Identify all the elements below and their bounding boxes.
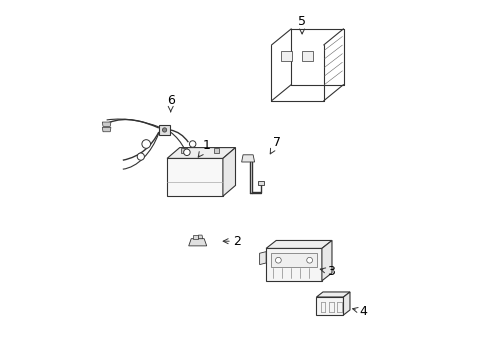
Polygon shape	[321, 240, 331, 281]
Circle shape	[306, 257, 312, 263]
Polygon shape	[167, 158, 223, 196]
Polygon shape	[280, 51, 292, 60]
Polygon shape	[213, 148, 219, 153]
Polygon shape	[265, 240, 331, 248]
Polygon shape	[102, 127, 111, 132]
Polygon shape	[188, 239, 206, 246]
Polygon shape	[259, 252, 265, 265]
Polygon shape	[159, 125, 170, 135]
Text: 6: 6	[166, 94, 174, 112]
Text: 3: 3	[320, 265, 334, 278]
Text: 5: 5	[298, 15, 305, 34]
Polygon shape	[102, 122, 111, 126]
Text: 4: 4	[352, 305, 366, 318]
Circle shape	[189, 141, 196, 147]
Polygon shape	[301, 51, 313, 60]
Polygon shape	[316, 292, 349, 297]
Text: 7: 7	[270, 136, 280, 154]
Polygon shape	[223, 148, 235, 196]
Text: 1: 1	[198, 139, 210, 157]
Circle shape	[142, 140, 150, 148]
Polygon shape	[241, 155, 254, 162]
Polygon shape	[316, 297, 343, 315]
Polygon shape	[167, 148, 235, 158]
Circle shape	[162, 128, 166, 132]
Polygon shape	[270, 253, 317, 267]
Polygon shape	[258, 181, 263, 185]
Polygon shape	[343, 292, 349, 315]
Polygon shape	[265, 248, 321, 281]
Circle shape	[137, 153, 144, 160]
Circle shape	[275, 257, 281, 263]
Circle shape	[183, 149, 190, 156]
Text: 2: 2	[223, 235, 241, 248]
Polygon shape	[193, 235, 197, 239]
Polygon shape	[181, 148, 187, 153]
Polygon shape	[198, 235, 203, 239]
